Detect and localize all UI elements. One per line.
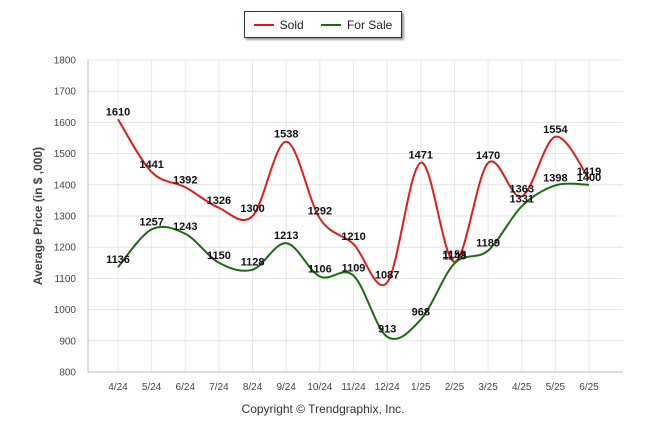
data-label-for-sale: 1148 [442,250,466,262]
series-line-sold [117,118,590,287]
legend-label-for-sale: For Sale [346,17,393,32]
legend-item-for-sale[interactable]: For Sale [320,17,393,32]
data-label-sold: 1363 [509,183,533,195]
x-tick-label: 4/25 [512,382,532,393]
x-tick-label: 1/25 [411,382,431,393]
data-label-sold: 1210 [341,231,365,243]
copyright-text: Copyright © Trendgraphix, Inc. [241,402,405,416]
data-label-sold: 1471 [409,150,433,162]
data-label-for-sale: 1128 [241,257,265,269]
y-tick-label: 1400 [54,180,77,191]
y-tick-label: 1500 [54,149,77,160]
legend: Sold For Sale [244,11,402,38]
y-tick-label: 800 [59,368,76,379]
data-label-sold: 1538 [274,129,298,141]
data-label-sold: 1554 [543,124,568,136]
y-tick-label: 1100 [54,274,76,285]
y-tick-label: 1300 [54,212,77,223]
x-tick-label: 11/24 [341,382,366,393]
x-tick-label: 7/24 [209,382,229,393]
data-label-for-sale: 1136 [106,254,130,266]
x-tick-label: 5/25 [546,382,566,393]
data-label-sold: 1326 [207,195,231,207]
y-tick-label: 1200 [54,243,77,254]
data-label-sold: 1392 [173,174,197,186]
x-tick-label: 8/24 [243,382,263,393]
y-axis-title: Average Price (in $ ,000) [31,147,45,285]
data-label-for-sale: 1398 [543,172,567,184]
data-label-for-sale: 1189 [476,238,500,250]
x-tick-label: 12/24 [375,382,400,393]
data-label-sold: 1470 [476,150,500,162]
data-label-for-sale: 1109 [342,263,366,275]
x-tick-label: 2/25 [445,382,465,393]
x-tick-label: 6/24 [176,382,196,393]
data-label-sold: 1441 [139,159,163,171]
data-label-for-sale: 1331 [509,193,533,205]
data-label-for-sale: 913 [378,324,396,336]
y-tick-label: 1700 [54,87,77,98]
y-tick-label: 1000 [54,305,77,316]
x-tick-label: 3/25 [478,382,498,393]
legend-swatch-sold [253,23,274,26]
data-label-for-sale: 968 [412,307,430,319]
y-tick-label: 1800 [54,56,77,67]
x-tick-label: 9/24 [276,382,296,393]
data-label-sold: 1087 [375,269,399,281]
y-tick-label: 1600 [54,118,77,129]
data-label-sold: 1419 [577,166,601,178]
data-label-for-sale: 1243 [173,221,197,233]
legend-label-sold: Sold [279,17,304,32]
x-tick-label: 5/24 [142,382,162,393]
data-label-for-sale: 1257 [139,216,163,228]
y-tick-label: 900 [59,336,76,347]
data-label-sold: 1610 [106,106,130,118]
x-tick-label: 6/25 [579,382,599,393]
data-label-for-sale: 1106 [308,264,332,276]
x-tick-label: 10/24 [307,382,332,393]
data-label-for-sale: 1400 [577,172,601,184]
legend-item-sold[interactable]: Sold [253,17,304,32]
series-line-for-sale [117,182,590,340]
x-tick-label: 4/24 [108,382,128,393]
legend-swatch-for-sale [320,23,341,26]
data-label-sold: 1292 [308,205,332,217]
data-label-for-sale: 1213 [274,230,298,242]
data-label-sold: 1300 [240,203,264,215]
data-label-for-sale: 1150 [207,250,231,262]
